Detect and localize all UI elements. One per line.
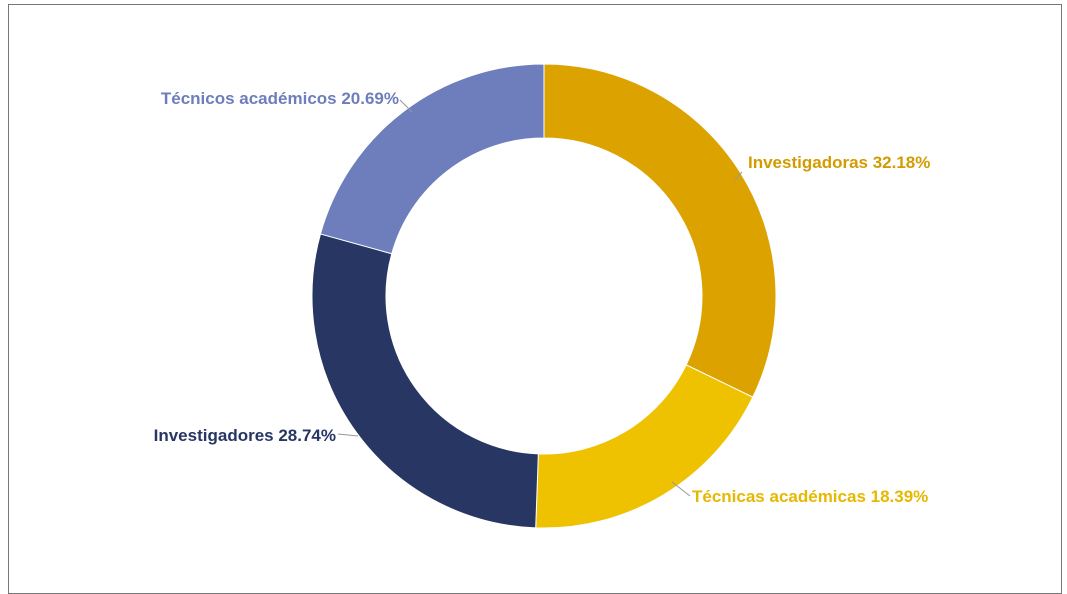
slice-label: Técnicas académicas 18.39% <box>692 487 928 506</box>
leader-line <box>671 481 691 497</box>
slice-label: Investigadoras 32.18% <box>748 153 930 172</box>
slice-label: Investigadores 28.74% <box>154 426 336 445</box>
donut-slice-t-cnicos-acad-micos <box>319 63 545 255</box>
donut-slices <box>311 63 777 529</box>
leader-line <box>734 171 743 181</box>
leader-lines <box>337 99 743 497</box>
slice-labels: Investigadoras 32.18% Técnicas académicas… <box>154 89 931 506</box>
leader-line <box>399 99 413 113</box>
leader-line <box>337 433 359 437</box>
slice-label: Técnicos académicos 20.69% <box>161 89 399 108</box>
donut-slice-investigadoras <box>543 63 777 398</box>
donut-slice-investigadores <box>311 233 539 529</box>
